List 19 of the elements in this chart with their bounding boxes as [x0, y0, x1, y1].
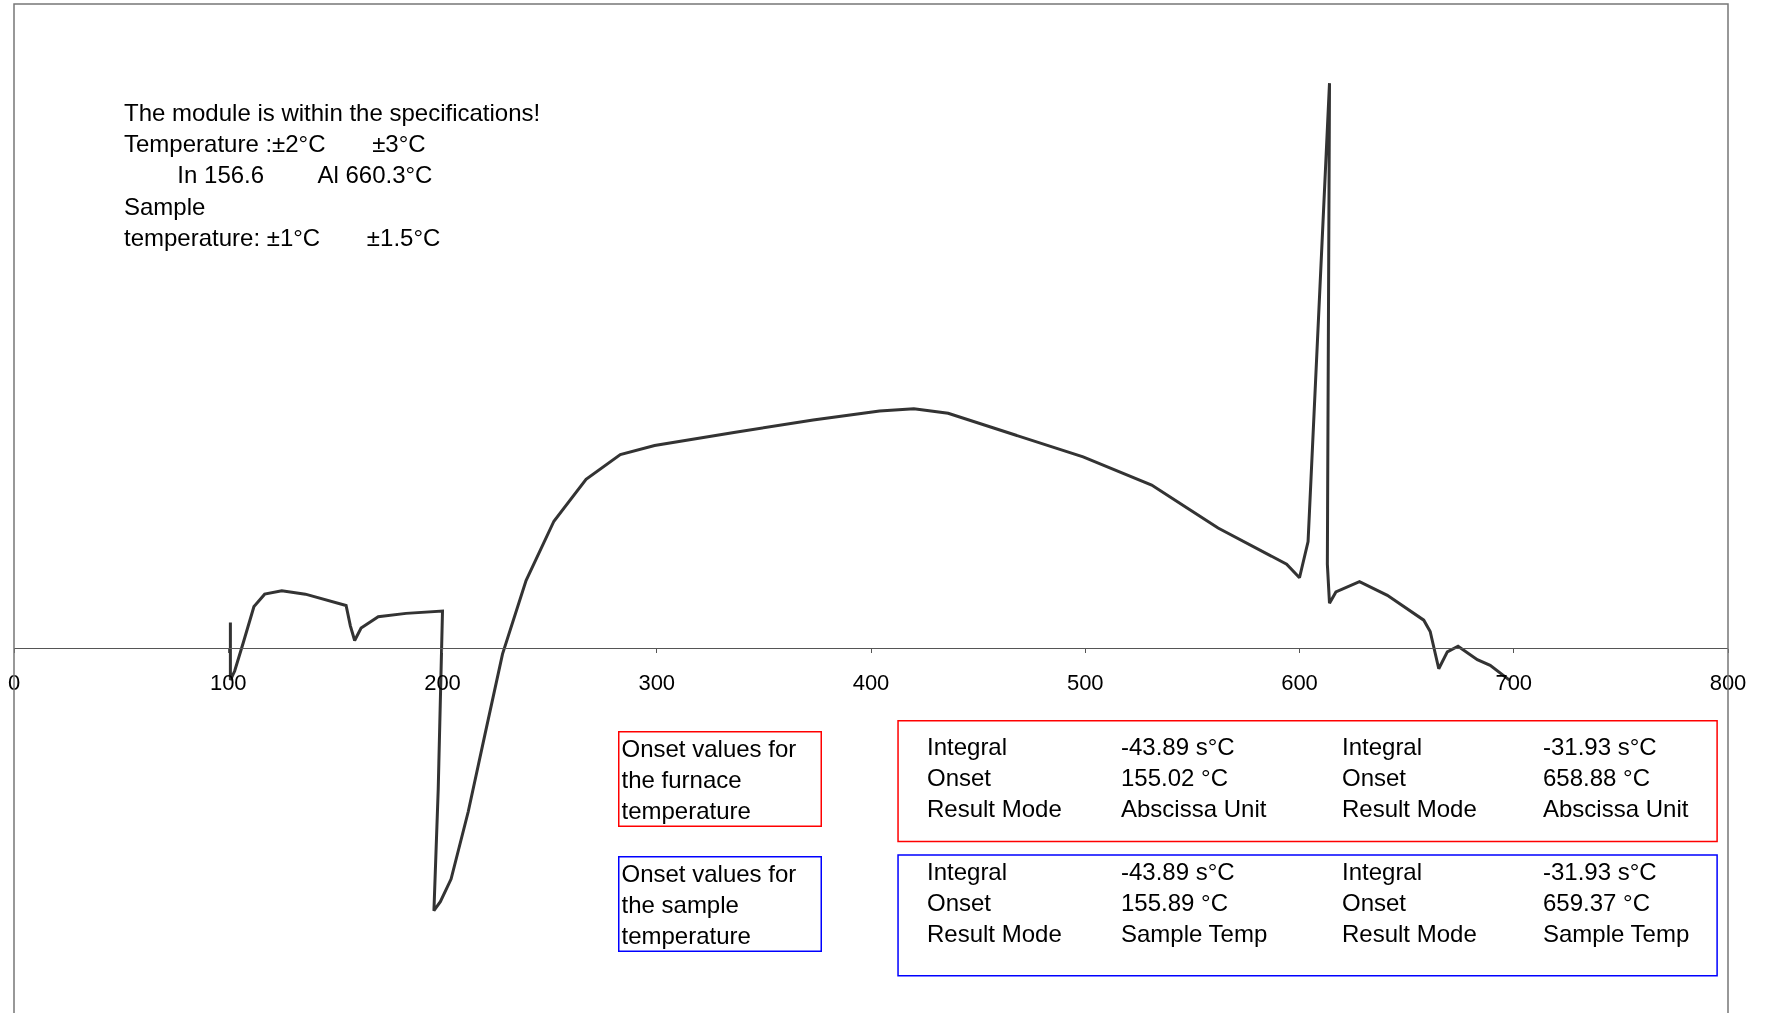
annotation: -31.93 s°C 658.88 °C Abscissa Unit — [1543, 733, 1689, 823]
annotation: Onset values for the sample temperature — [621, 859, 797, 949]
x-tick-label: 600 — [1281, 669, 1318, 695]
annotation: -43.89 s°C 155.89 °C Sample Temp — [1121, 858, 1268, 948]
annotation: The module is within the specifications! Temperature :±2°C ±3°C In 156.6 Al 660.3°C Sample temperature: ±1°C ±1.5°C — [124, 99, 541, 251]
annotation: Integral Onset Result Mode — [927, 733, 1062, 823]
annotation: Integral Onset Result Mode — [1342, 733, 1477, 823]
x-tick-label: 400 — [852, 669, 890, 695]
annotation: -31.93 s°C 659.37 °C Sample Temp — [1543, 858, 1690, 948]
x-tick-label: 700 — [1495, 669, 1533, 695]
annotation: Integral Onset Result Mode — [1342, 858, 1477, 948]
x-tick-label: 300 — [638, 669, 676, 695]
annotation: Integral Onset Result Mode — [927, 858, 1062, 948]
annotation: -43.89 s°C 155.02 °C Abscissa Unit — [1121, 733, 1267, 823]
x-tick-label: 0 — [7, 669, 21, 695]
x-tick-label: 800 — [1709, 669, 1747, 695]
x-tick-label: 500 — [1066, 669, 1104, 695]
annotation: Onset values for the furnace temperature — [621, 734, 797, 824]
x-tick-label: 100 — [209, 669, 247, 695]
